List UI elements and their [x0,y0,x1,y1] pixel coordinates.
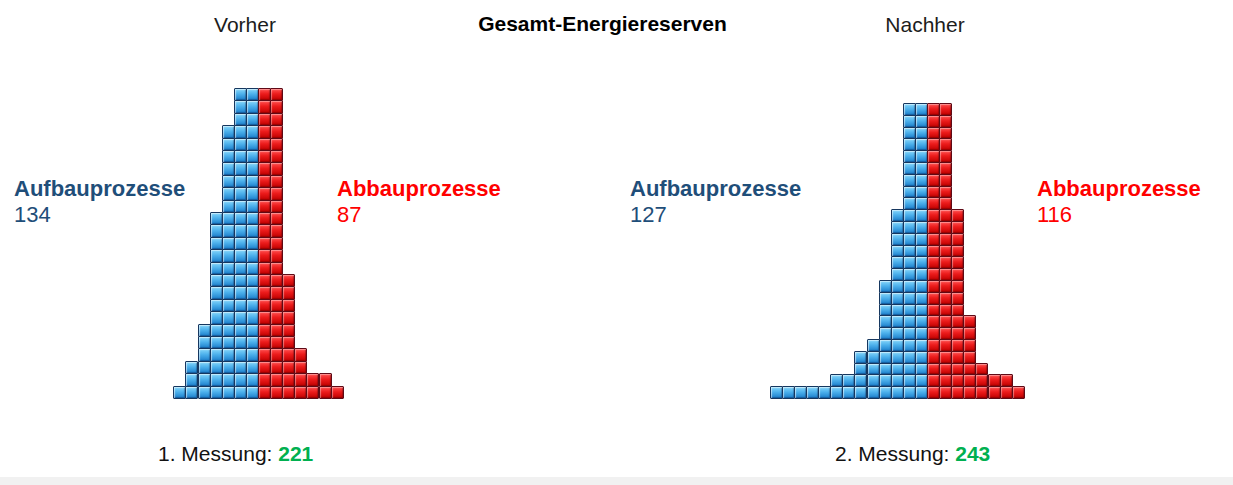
energy-cell-blue [903,351,916,364]
energy-cell-red [988,386,1001,399]
energy-cell-blue [903,280,916,293]
energy-cell-blue [903,221,916,234]
energy-cell-red [939,103,952,116]
energy-cell-blue [891,351,904,364]
energy-cell-red [951,221,964,234]
measurement-2-label: 2. Messung: [835,442,949,465]
measurement-2-value: 243 [955,442,990,465]
energy-cell-blue [891,221,904,234]
measurement-2: 2. Messung: 243 [835,442,990,466]
measurement-1: 1. Messung: 221 [158,442,313,466]
energy-cell-blue [879,351,892,364]
energy-cell-blue [770,386,783,399]
energy-cell-red [939,174,952,187]
energy-cell-blue [903,174,916,187]
energy-cell-blue [903,233,916,246]
measurement-1-value: 221 [278,442,313,465]
energy-cell-blue [903,339,916,352]
energy-cell-blue [794,386,807,399]
energy-cell-blue [891,292,904,305]
energy-cell-red [951,233,964,246]
pyramid-nachher [0,0,1233,485]
bottom-edge-strip [0,477,1233,485]
energy-cell-blue [903,292,916,305]
energy-cell-blue [842,386,855,399]
energy-cell-blue [891,280,904,293]
energy-cell-blue [806,386,819,399]
energy-cell-red [963,339,976,352]
energy-cell-blue [867,339,880,352]
energy-cell-blue [830,386,843,399]
energy-cell-blue [891,386,904,399]
energy-cell-red [963,351,976,364]
energy-cell-blue [903,115,916,128]
energy-cell-blue [818,386,831,399]
energy-cell-blue [867,386,880,399]
energy-cell-red [951,292,964,305]
energy-cell-red [939,115,952,128]
energy-cell-blue [891,339,904,352]
energy-cell-blue [879,339,892,352]
energy-cell-blue [891,233,904,246]
measurement-1-label: 1. Messung: [158,442,272,465]
energy-cell-red [939,162,952,175]
energy-cell-blue [867,351,880,364]
energy-reserves-chart: Vorher Gesamt-Energiereserven Nachher Au… [0,0,1233,485]
energy-cell-blue [903,386,916,399]
energy-cell-blue [879,280,892,293]
energy-cell-red [1000,386,1013,399]
energy-cell-blue [854,351,867,364]
energy-cell-red [1012,386,1025,399]
energy-cell-blue [782,386,795,399]
energy-cell-blue [854,386,867,399]
energy-cell-blue [903,162,916,175]
energy-cell-blue [879,386,892,399]
energy-cell-blue [879,292,892,305]
energy-cell-red [975,386,988,399]
energy-cell-blue [903,103,916,116]
energy-cell-red [951,280,964,293]
